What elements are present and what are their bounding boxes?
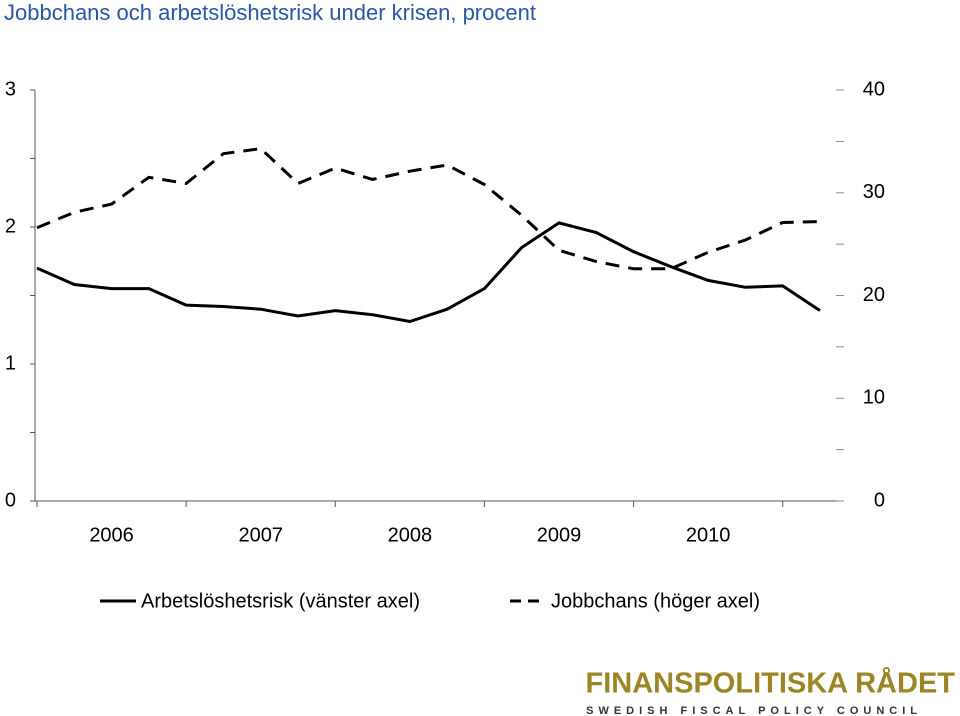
x-tick-label: 2006 bbox=[89, 524, 134, 546]
y-tick-label: 2 bbox=[5, 215, 16, 237]
series-line bbox=[36, 147, 821, 271]
x-tick-label: 2009 bbox=[537, 524, 582, 546]
y-tick-label: 3 bbox=[5, 78, 16, 100]
y2-tick-label: 0 bbox=[874, 489, 885, 511]
x-tick-label: 2007 bbox=[238, 524, 283, 546]
y2-tick-label: 10 bbox=[863, 387, 885, 409]
y-tick-label: 1 bbox=[5, 352, 16, 374]
y2-tick-label: 20 bbox=[863, 284, 885, 306]
legend-label: Jobbchans (höger axel) bbox=[551, 590, 760, 612]
legend-label: Arbetslöshetsrisk (vänster axel) bbox=[141, 590, 420, 612]
x-tick-label: 2008 bbox=[388, 524, 433, 546]
logo-tagline: SWEDISH FISCAL POLICY COUNCIL bbox=[586, 705, 922, 716]
chart-title: Jobbchans och arbetslöshetsrisk under kr… bbox=[4, 0, 536, 25]
y2-tick-label: 40 bbox=[863, 78, 885, 100]
logo-name: FINANSPOLITISKA RÅDET bbox=[586, 667, 956, 700]
series-line bbox=[36, 221, 821, 324]
y2-tick-label: 30 bbox=[863, 181, 885, 203]
x-tick-label: 2010 bbox=[686, 524, 731, 546]
y-tick-label: 0 bbox=[5, 489, 16, 511]
